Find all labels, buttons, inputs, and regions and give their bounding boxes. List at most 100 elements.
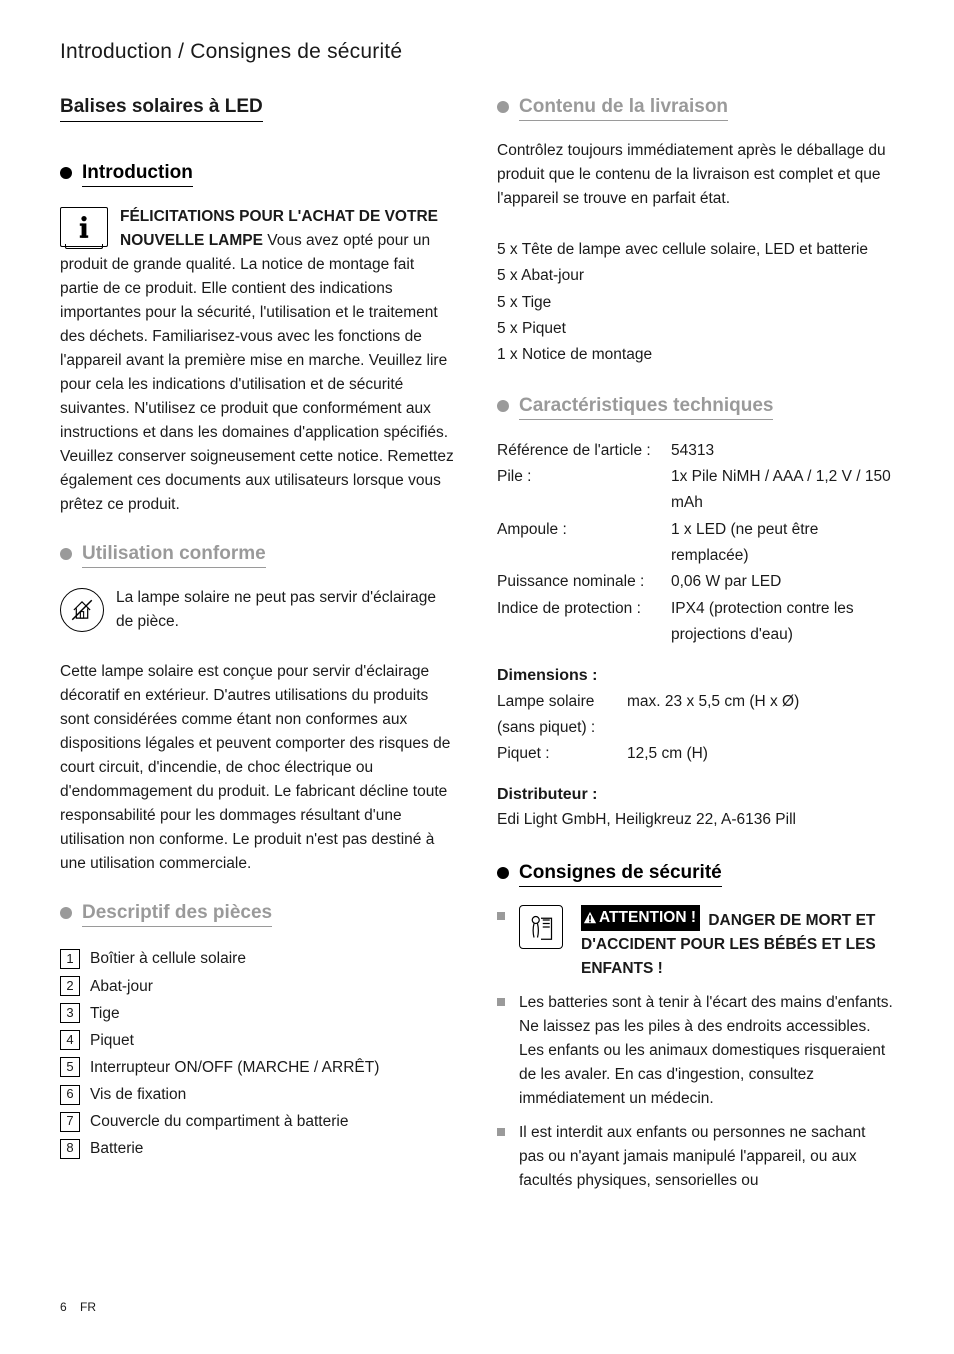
parts-list: 1 Boîtier à cellule solaire 2 Abat-jour 3 Tig… <box>60 945 457 1162</box>
delivery-list-item: 5 x Abat-jour <box>497 263 894 289</box>
part-label: Interrupteur ON/OFF (MARCHE / ARRÊT) <box>90 1054 379 1081</box>
dimensions-heading: Dimensions : <box>497 667 894 685</box>
usage-note-text: La lampe solaire ne peut pas servir d'éc… <box>116 589 436 630</box>
part-number-box: 5 <box>60 1057 80 1077</box>
part-number-box: 4 <box>60 1030 80 1050</box>
safety-item: Les batteries sont à tenir à l'écart des… <box>497 991 894 1111</box>
child-hazard-icon <box>519 905 563 949</box>
delivery-list-item: 5 x Piquet <box>497 316 894 342</box>
part-number-box: 3 <box>60 1003 80 1023</box>
page-footer: 6 FR <box>60 1300 96 1314</box>
spec-label: Ampoule : <box>497 517 671 570</box>
bullet-icon <box>60 907 72 919</box>
section-title: Contenu de la livraison <box>519 96 728 121</box>
no-indoor-icon <box>60 588 104 632</box>
parts-list-item: 6 Vis de fixation <box>60 1081 457 1108</box>
content-columns: Balises solaires à LED Introduction FÉLI… <box>60 96 894 1203</box>
parts-list-item: 7 Couvercle du compartiment à batterie <box>60 1108 457 1135</box>
bullet-icon <box>60 548 72 560</box>
usage-note: La lampe solaire ne peut pas servir d'éc… <box>60 586 457 634</box>
attention-badge: ATTENTION ! <box>581 905 700 931</box>
spec-value: IPX4 (protection contre les projections … <box>671 596 894 649</box>
spec-label: Indice de protection : <box>497 596 671 649</box>
section-heading-parts: Descriptif des pièces <box>60 902 457 927</box>
spec-label: Puissance nominale : <box>497 569 671 595</box>
spec-row: Puissance nominale :0,06 W par LED <box>497 569 894 595</box>
delivery-list: 5 x Tête de lampe avec cellule solaire, … <box>497 237 894 369</box>
page-number: 6 <box>60 1300 67 1314</box>
square-bullet-icon <box>497 912 505 920</box>
parts-list-item: 4 Piquet <box>60 1027 457 1054</box>
page-lang: FR <box>80 1300 96 1314</box>
spec-value: 1 x LED (ne peut être remplacée) <box>671 517 894 570</box>
part-label: Abat-jour <box>90 973 153 1000</box>
safety-item-text: Il est interdit aux enfants ou personnes… <box>519 1121 894 1193</box>
part-label: Couvercle du compartiment à batterie <box>90 1108 348 1135</box>
delivery-list-item: 5 x Tige <box>497 290 894 316</box>
delivery-intro: Contrôlez toujours immédiatement après l… <box>497 139 894 211</box>
section-heading-delivery: Contenu de la livraison <box>497 96 894 121</box>
parts-list-item: 1 Boîtier à cellule solaire <box>60 945 457 972</box>
bullet-icon <box>497 400 509 412</box>
intro-body: Vous avez opté pour un produit de grande… <box>60 232 454 513</box>
section-heading-usage: Utilisation conforme <box>60 543 457 568</box>
section-title: Descriptif des pièces <box>82 902 272 927</box>
part-number-box: 6 <box>60 1085 80 1105</box>
left-column: Balises solaires à LED Introduction FÉLI… <box>60 96 457 1203</box>
part-label: Piquet <box>90 1027 134 1054</box>
distributor-text: Edi Light GmbH, Heiligkreuz 22, A-6136 P… <box>497 808 894 832</box>
dimension-row: Piquet :12,5 cm (H) <box>497 741 894 767</box>
part-label: Vis de fixation <box>90 1081 186 1108</box>
part-label: Boîtier à cellule solaire <box>90 945 246 972</box>
safety-warning-item: ATTENTION ! DANGER DE MORT ET D'ACCIDENT… <box>497 905 894 981</box>
product-title: Balises solaires à LED <box>60 96 263 122</box>
part-label: Batterie <box>90 1135 143 1162</box>
part-label: Tige <box>90 1000 120 1027</box>
bullet-icon <box>497 867 509 879</box>
section-heading-specs: Caractéristiques techniques <box>497 395 894 420</box>
spec-label: Pile : <box>497 464 671 517</box>
section-title: Consignes de sécurité <box>519 862 722 887</box>
attention-label: ATTENTION ! <box>599 906 696 930</box>
bullet-icon <box>60 167 72 179</box>
part-number-box: 7 <box>60 1112 80 1132</box>
section-title: Introduction <box>82 162 193 187</box>
part-number-box: 1 <box>60 949 80 969</box>
safety-item-text: Les batteries sont à tenir à l'écart des… <box>519 991 894 1111</box>
safety-list: ATTENTION ! DANGER DE MORT ET D'ACCIDENT… <box>497 905 894 1193</box>
info-icon <box>60 207 108 247</box>
parts-list-item: 3 Tige <box>60 1000 457 1027</box>
section-heading-intro: Introduction <box>60 162 457 187</box>
specs-table: Référence de l'article :54313Pile :1x Pi… <box>497 438 894 649</box>
square-bullet-icon <box>497 998 505 1006</box>
parts-list-item: 5 Interrupteur ON/OFF (MARCHE / ARRÊT) <box>60 1054 457 1081</box>
spec-row: Pile :1x Pile NiMH / AAA / 1,2 V / 150 m… <box>497 464 894 517</box>
intro-paragraph: FÉLICITATIONS POUR L'ACHAT DE VOTRE NOUV… <box>60 205 457 517</box>
spec-value: 54313 <box>671 438 894 464</box>
spec-value: 1x Pile NiMH / AAA / 1,2 V / 150 mAh <box>671 464 894 517</box>
spec-value: 0,06 W par LED <box>671 569 894 595</box>
dimensions-table: Lampe solaire (sans piquet) :max. 23 x 5… <box>497 689 894 768</box>
delivery-list-item: 1 x Notice de montage <box>497 342 894 368</box>
spec-row: Ampoule :1 x LED (ne peut être remplacée… <box>497 517 894 570</box>
section-heading-safety: Consignes de sécurité <box>497 862 894 887</box>
part-number-box: 2 <box>60 976 80 996</box>
section-title: Caractéristiques techniques <box>519 395 773 420</box>
parts-list-item: 8 Batterie <box>60 1135 457 1162</box>
dimension-row: Lampe solaire (sans piquet) :max. 23 x 5… <box>497 689 894 742</box>
dimension-label: Piquet : <box>497 741 627 767</box>
parts-list-item: 2 Abat-jour <box>60 973 457 1000</box>
spec-row: Indice de protection :IPX4 (protection c… <box>497 596 894 649</box>
spec-label: Référence de l'article : <box>497 438 671 464</box>
right-column: Contenu de la livraison Contrôlez toujou… <box>497 96 894 1203</box>
spec-row: Référence de l'article :54313 <box>497 438 894 464</box>
part-number-box: 8 <box>60 1139 80 1159</box>
safety-warning-text: ATTENTION ! DANGER DE MORT ET D'ACCIDENT… <box>581 905 894 981</box>
distributor-heading: Distributeur : <box>497 786 894 804</box>
section-title: Utilisation conforme <box>82 543 266 568</box>
dimension-value: max. 23 x 5,5 cm (H x Ø) <box>627 689 894 742</box>
safety-item: Il est interdit aux enfants ou personnes… <box>497 1121 894 1193</box>
breadcrumb: Introduction / Consignes de sécurité <box>60 40 894 64</box>
delivery-list-item: 5 x Tête de lampe avec cellule solaire, … <box>497 237 894 263</box>
dimension-value: 12,5 cm (H) <box>627 741 894 767</box>
